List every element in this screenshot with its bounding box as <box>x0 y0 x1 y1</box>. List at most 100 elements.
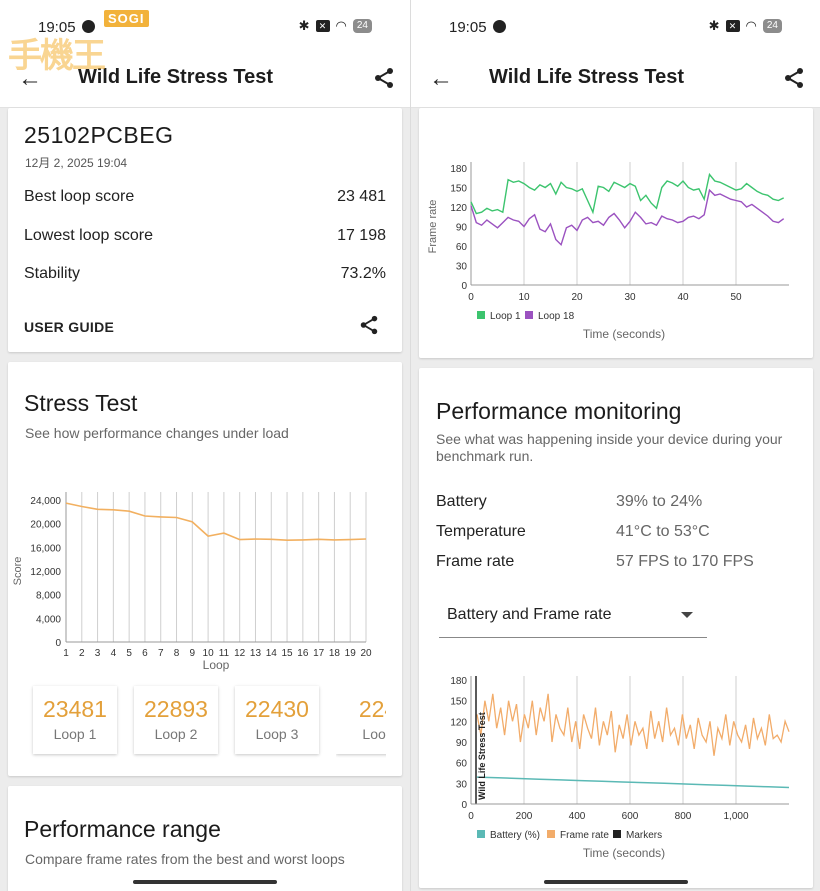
temperature-label: Temperature <box>436 523 526 540</box>
performance-monitoring-card: Performance monitoring See what was happ… <box>419 368 813 888</box>
share-icon[interactable] <box>372 66 396 90</box>
legend-label: Frame rate <box>560 830 609 841</box>
share-icon[interactable] <box>782 66 806 90</box>
loop-card-4[interactable]: 224 Loop <box>336 686 386 754</box>
back-arrow-icon[interactable]: ← <box>18 65 42 92</box>
legend-swatch <box>525 311 533 319</box>
y-tick-label: 8,000 <box>36 591 61 602</box>
score-series-line <box>65 502 367 542</box>
status-time: 19:05 <box>38 19 76 36</box>
y-tick-label: 90 <box>456 738 468 749</box>
legend-label: Markers <box>626 830 662 841</box>
stress-test-subtitle: See how performance changes under load <box>25 425 289 441</box>
x-tick-label: 200 <box>516 811 533 822</box>
user-guide-link[interactable]: USER GUIDE <box>24 319 115 335</box>
stability-row: Stability 73.2% <box>24 265 386 283</box>
y-tick-label: 60 <box>456 759 468 770</box>
gesture-nav-bar[interactable] <box>544 880 688 884</box>
loop-card-1[interactable]: 23481 Loop 1 <box>33 686 117 754</box>
x-tick-label: 14 <box>266 648 278 659</box>
status-icons: ✱ ✕ ◠ 24 <box>709 18 782 34</box>
y-tick-label: 24,000 <box>30 496 61 507</box>
battery-label: Battery <box>436 493 487 510</box>
y-tick-label: 180 <box>450 676 467 687</box>
y-tick-label: 0 <box>461 800 467 811</box>
x-tick-label: 8 <box>174 648 180 659</box>
mute-icon: ✕ <box>725 20 740 32</box>
best-loop-row: Best loop score 23 481 <box>24 188 386 206</box>
y-axis-label: Score <box>12 557 24 586</box>
back-arrow-icon[interactable]: ← <box>429 65 453 92</box>
x-tick-label: 4 <box>111 648 117 659</box>
loop1-series-line <box>470 172 785 215</box>
framerate-series-line <box>476 693 790 756</box>
bluetooth-icon: ✱ <box>298 18 310 33</box>
y-tick-label: 12,000 <box>30 567 61 578</box>
right-screen: 19:05 ✱ ✕ ◠ 24 ← Wild Life Stress Test 0… <box>410 0 820 891</box>
x-tick-label: 40 <box>677 292 689 303</box>
y-tick-label: 20,000 <box>30 520 61 531</box>
legend-swatch <box>477 830 485 838</box>
battery-value: 39% to 24% <box>616 493 703 510</box>
loop-card-3[interactable]: 22430 Loop 3 <box>235 686 319 754</box>
x-tick-label: 20 <box>571 292 583 303</box>
performance-range-subtitle: Compare frame rates from the best and wo… <box>25 851 345 867</box>
performance-range-title: Performance range <box>24 816 221 842</box>
x-tick-label: 7 <box>158 648 164 659</box>
check-icon <box>493 20 506 33</box>
x-tick-label: 9 <box>190 648 196 659</box>
wifi-icon: ◠ <box>745 18 757 33</box>
watermark-text: 手機王 <box>8 36 106 76</box>
x-tick-label: 0 <box>468 811 474 822</box>
loop-label: Loop 1 <box>53 726 97 742</box>
gesture-nav-bar[interactable] <box>133 880 277 884</box>
y-tick-label: 150 <box>450 184 467 195</box>
x-tick-label: 19 <box>345 648 357 659</box>
y-tick-label: 60 <box>456 242 468 253</box>
legend-swatch <box>613 830 621 838</box>
watermark-logo: SOGI 手機王 <box>4 8 156 76</box>
x-tick-label: 6 <box>142 648 148 659</box>
y-tick-label: 0 <box>55 638 61 649</box>
y-tick-label: 30 <box>456 779 468 790</box>
performance-range-card: Performance range Compare frame rates fr… <box>8 786 402 891</box>
dropdown-selected: Battery and Frame rate <box>447 606 612 623</box>
chevron-down-icon <box>681 612 693 618</box>
legend-label: Loop 18 <box>538 311 575 322</box>
page-title: Wild Life Stress Test <box>489 66 685 88</box>
performance-monitoring-subtitle: See what was happening inside your devic… <box>436 431 783 464</box>
x-tick-label: 800 <box>675 811 692 822</box>
card-share-icon[interactable] <box>358 314 380 336</box>
frame-rate-label: Frame rate <box>436 553 515 570</box>
x-tick-label: 1,000 <box>723 811 748 822</box>
y-tick-label: 120 <box>450 717 467 728</box>
stress-test-card: Stress Test See how performance changes … <box>8 362 402 776</box>
app-bar: ← Wild Life Stress Test <box>0 52 410 108</box>
y-tick-label: 30 <box>456 262 468 273</box>
x-tick-label: 10 <box>203 648 215 659</box>
stress-test-title: Stress Test <box>24 390 138 416</box>
metric-dropdown[interactable]: Battery and Frame rate <box>439 592 707 638</box>
device-model: 25102PCBEG <box>24 122 174 148</box>
battery-icon: 24 <box>352 19 372 33</box>
watermark-brand: SOGI <box>104 10 149 27</box>
score-chart: 1 2 3 4 5 6 7 8 9 10 11 12 13 14 15 16 17 18 19 2004,0008,0… <box>12 492 372 672</box>
best-loop-value: 23 481 <box>337 188 386 205</box>
x-tick-label: 16 <box>297 648 309 659</box>
x-tick-label: 3 <box>95 648 101 659</box>
x-tick-label: 15 <box>281 648 293 659</box>
loop-comparison-chart: 0 30 60 90 120 150 180 0 10 20 30 40 50 Frame rate Loo… <box>427 162 789 341</box>
loop-label: Loop 2 <box>154 726 198 742</box>
x-tick-label: 1 <box>63 648 69 659</box>
stability-value: 73.2% <box>340 265 386 282</box>
x-tick-label: 20 <box>360 648 372 659</box>
loop18-series-line <box>470 188 785 247</box>
wifi-icon: ◠ <box>335 18 347 33</box>
loop-card-2[interactable]: 22893 Loop 2 <box>134 686 218 754</box>
best-loop-label: Best loop score <box>24 188 135 205</box>
status-bar: 19:05 ✱ ✕ ◠ 24 <box>411 0 820 52</box>
battery-series-line <box>476 776 790 789</box>
app-bar: ← Wild Life Stress Test <box>411 52 820 108</box>
x-tick-label: 11 <box>219 648 230 659</box>
loop-label: Loop 3 <box>255 726 299 742</box>
